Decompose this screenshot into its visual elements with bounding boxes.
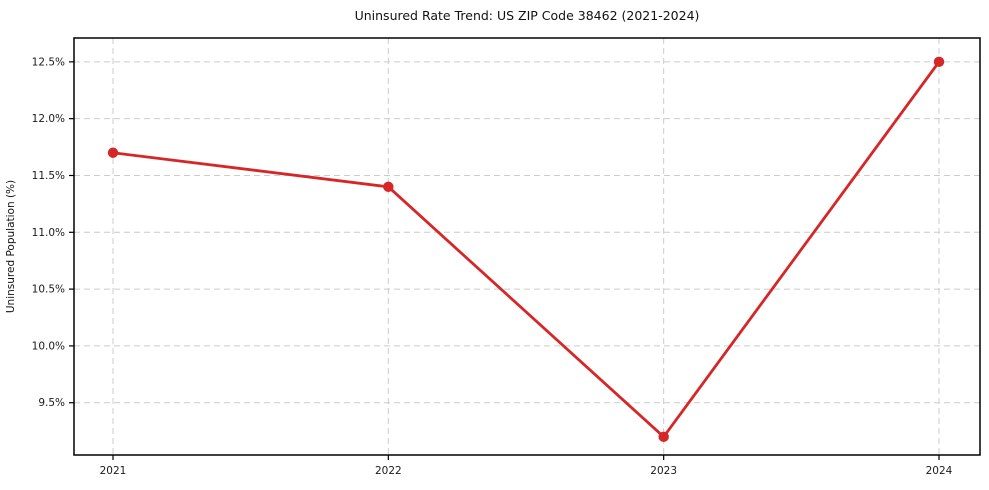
x-tick-label: 2023 bbox=[650, 465, 677, 477]
data-point-marker bbox=[383, 181, 394, 193]
y-tick-label: 10.5% bbox=[32, 284, 65, 296]
data-point-marker bbox=[933, 56, 945, 68]
x-tick-label: 2022 bbox=[375, 465, 402, 477]
y-tick-label: 12.5% bbox=[32, 56, 65, 68]
data-point-marker bbox=[107, 147, 119, 158]
chart-title: Uninsured Rate Trend: US ZIP Code 38462 … bbox=[355, 8, 700, 23]
y-tick-label: 11.0% bbox=[32, 227, 65, 239]
data-point-marker bbox=[658, 431, 669, 443]
x-tick-label: 2024 bbox=[926, 465, 953, 477]
y-tick-label: 9.5% bbox=[38, 397, 65, 409]
y-tick-label: 12.0% bbox=[32, 113, 65, 125]
plot-border bbox=[73, 37, 981, 456]
x-tick-label: 2021 bbox=[100, 465, 127, 477]
trend-line bbox=[111, 60, 941, 439]
y-tick-label: 10.0% bbox=[32, 340, 65, 352]
y-axis-label: Uninsured Population (%) bbox=[5, 180, 17, 313]
y-tick-label: 11.5% bbox=[32, 170, 65, 182]
